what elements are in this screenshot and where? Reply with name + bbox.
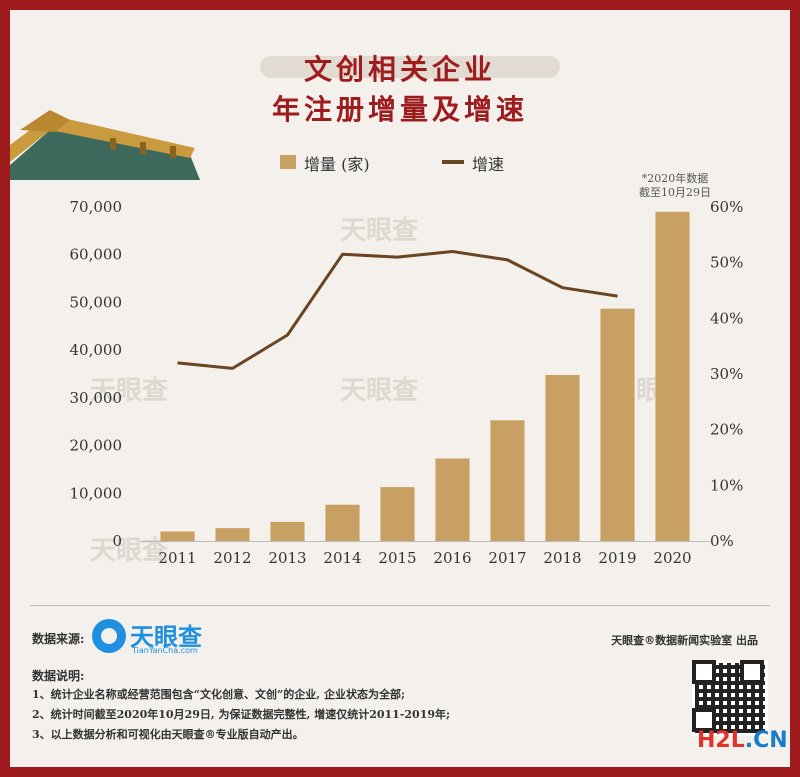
producer-credit: 天眼查®数据新闻实验室 出品 — [611, 634, 758, 647]
x-tick-label: 2016 — [433, 549, 471, 567]
x-tick-label: 2012 — [213, 549, 251, 567]
bar — [160, 531, 195, 541]
description-line: 1、统计企业名称或经营范围包含“文化创意、文创”的企业, 企业状态为全部; — [32, 688, 406, 701]
logo-subtext: TianYanCha.com — [132, 646, 198, 655]
source-label: 数据来源: — [32, 632, 85, 646]
watermark-text: 天眼查 — [340, 376, 419, 406]
bar — [600, 308, 635, 541]
title-brush-stroke — [260, 56, 560, 78]
y-right-tick-label: 0% — [710, 532, 734, 550]
palace-roof-illustration — [10, 110, 200, 180]
legend-bar-label: 增量 (家) — [304, 155, 370, 174]
legend-bar-swatch — [280, 155, 296, 169]
growth-rate-line — [177, 250, 618, 370]
x-tick-label: 2014 — [323, 549, 361, 567]
y-right-tick-label: 50% — [710, 254, 743, 272]
bar — [325, 504, 360, 541]
bar — [545, 374, 580, 541]
infographic-frame: 天眼查 天眼查 天眼查 天眼查 天眼查 文创相关企业 年注册增量及增速 增量 (… — [10, 10, 790, 767]
y-right-tick-label: 40% — [710, 309, 743, 327]
y-left-tick-label: 30,000 — [70, 389, 123, 407]
site-watermark-b: .CN — [744, 728, 788, 753]
y-left-tick-label: 70,000 — [70, 198, 123, 216]
y-left-tick-label: 40,000 — [70, 341, 123, 359]
y-left-tick-label: 0 — [112, 532, 122, 550]
bar — [270, 521, 305, 541]
site-watermark-a: H2L — [697, 728, 745, 753]
logo-mark-icon — [92, 619, 126, 653]
bar — [490, 420, 525, 541]
logo-text: 天眼查 — [130, 623, 202, 651]
bar — [380, 487, 415, 541]
description-line: 3、以上数据分析和可视化由天眼查®专业版自动产出。 — [32, 728, 304, 741]
bar — [215, 528, 250, 541]
description-line: 2、统计时间截至2020年10月29日, 为保证数据完整性, 增速仅统计2011… — [32, 708, 451, 721]
data-note: *2020年数据 截至10月29日 — [620, 172, 730, 200]
y-right-tick-label: 10% — [710, 476, 743, 494]
y-right-tick-label: 30% — [710, 365, 743, 383]
y-left-tick-label: 10,000 — [70, 484, 123, 502]
x-tick-label: 2017 — [488, 549, 526, 567]
y-left-tick-label: 20,000 — [70, 437, 123, 455]
data-note-line2: 截至10月29日 — [639, 186, 711, 199]
x-tick-label: 2018 — [543, 549, 581, 567]
y-right-tick-label: 60% — [710, 198, 743, 216]
description-title: 数据说明: — [32, 669, 85, 683]
qr-finder-icon — [740, 660, 764, 684]
legend-line-label: 增速 — [472, 155, 505, 174]
site-watermark: H2L.CN — [697, 728, 788, 753]
x-tick-label: 2019 — [598, 549, 636, 567]
x-tick-label: 2020 — [653, 549, 691, 567]
y-left-tick-label: 50,000 — [70, 293, 123, 311]
y-right-tick-label: 20% — [710, 421, 743, 439]
chart-title-line2: 年注册增量及增速 — [271, 93, 528, 126]
watermark-text: 天眼查 — [90, 376, 169, 406]
chart-title-line1: 文创相关企业 — [303, 53, 496, 86]
tianyancha-logo[interactable]: 天眼查 TianYanCha.com — [92, 615, 222, 659]
chart-legend: 增量 (家) 增速 — [10, 150, 790, 174]
y-left-tick-label: 60,000 — [70, 246, 123, 264]
x-tick-label: 2011 — [158, 549, 196, 567]
legend-line-swatch — [442, 160, 464, 164]
qr-finder-icon — [692, 660, 716, 684]
qr-finder-icon — [692, 708, 716, 732]
combo-chart: 0 10,000 20,000 30,000 40,000 50,000 60,000 70,… — [70, 198, 744, 567]
bar — [435, 458, 470, 541]
bar — [655, 211, 690, 541]
footer-divider — [30, 605, 770, 606]
data-note-line1: *2020年数据 — [641, 172, 709, 185]
watermark-text: 天眼查 — [340, 216, 419, 246]
x-tick-label: 2015 — [378, 549, 416, 567]
x-tick-label: 2013 — [268, 549, 306, 567]
